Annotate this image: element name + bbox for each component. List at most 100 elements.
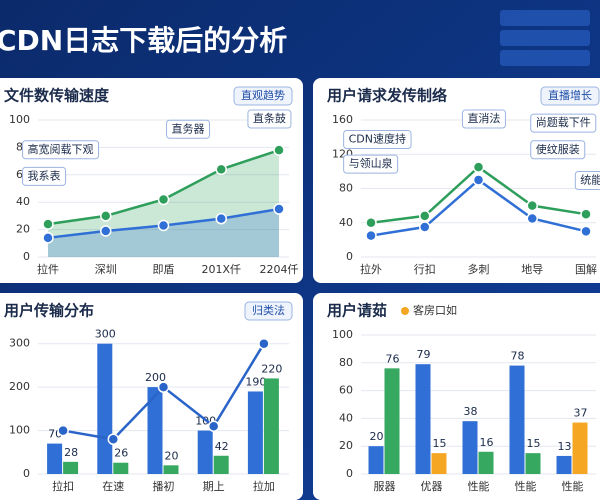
x-tick-label: 拉外 bbox=[360, 262, 382, 276]
badge-text: 直观趋势 bbox=[241, 88, 285, 102]
point bbox=[526, 199, 538, 212]
x-tick-label: 国解 bbox=[575, 262, 597, 276]
badge bbox=[244, 301, 293, 321]
point bbox=[365, 217, 377, 229]
x-tick-label: 地导 bbox=[521, 263, 543, 276]
x-tick-label: 行扣 bbox=[414, 262, 436, 276]
x-tick-label: 2204仟 bbox=[260, 263, 299, 276]
annotation: 直务器 bbox=[172, 121, 205, 135]
annotation-box bbox=[574, 171, 600, 190]
value-label: 15 bbox=[527, 437, 541, 450]
annotation: 尚题载下件 bbox=[536, 115, 591, 129]
x-tick-label: 期上 bbox=[203, 480, 225, 493]
x-tick-label: 性能 bbox=[468, 479, 490, 493]
badge-text: 直播增长 bbox=[548, 88, 592, 102]
y-tick-label: 0 bbox=[23, 467, 30, 480]
point bbox=[215, 163, 227, 176]
point bbox=[57, 424, 69, 437]
value-label: 190 bbox=[245, 375, 266, 388]
point bbox=[100, 225, 112, 237]
server-icon bbox=[500, 10, 590, 66]
point bbox=[42, 232, 54, 244]
y-tick-label: 100 bbox=[9, 113, 30, 126]
point bbox=[157, 193, 170, 206]
annotation-box bbox=[461, 109, 506, 129]
bar bbox=[415, 364, 431, 474]
annotation: 高宽阅载下观 bbox=[28, 142, 94, 156]
point bbox=[100, 210, 112, 222]
value-label: 300 bbox=[95, 328, 116, 341]
x-tick-label: 播初 bbox=[153, 479, 175, 493]
annotation-box bbox=[22, 140, 100, 160]
y-tick-label: 300 bbox=[9, 337, 30, 350]
annotation-box bbox=[343, 154, 399, 174]
legend-label: 客房口如 bbox=[413, 303, 457, 317]
y-tick-label: 60 bbox=[339, 384, 353, 397]
point bbox=[419, 221, 431, 233]
chart-title: 用户传输分布 bbox=[4, 302, 94, 320]
point bbox=[419, 210, 431, 222]
x-tick-label: 优器 bbox=[421, 480, 443, 493]
bar bbox=[63, 461, 79, 474]
bar bbox=[368, 446, 384, 474]
value-label: 16 bbox=[480, 436, 494, 449]
value-label: 42 bbox=[215, 440, 229, 453]
bar bbox=[263, 378, 279, 474]
point bbox=[42, 218, 54, 230]
y-tick-label: 200 bbox=[9, 380, 30, 393]
value-label: 37 bbox=[574, 407, 588, 420]
point bbox=[580, 208, 592, 220]
point bbox=[365, 229, 377, 242]
x-tick-label: 多刺 bbox=[468, 262, 490, 276]
value-label: 76 bbox=[386, 352, 400, 365]
y-tick-label: 80 bbox=[339, 356, 353, 369]
chart-title: 用户请求发传制络 bbox=[327, 87, 447, 105]
point bbox=[107, 433, 120, 445]
badge bbox=[233, 86, 293, 106]
x-tick-label: 性能 bbox=[515, 479, 537, 493]
value-label: 26 bbox=[114, 447, 128, 460]
annotation-box bbox=[166, 119, 211, 139]
bar bbox=[113, 462, 129, 474]
value-label: 79 bbox=[417, 348, 431, 361]
bar bbox=[47, 443, 63, 474]
x-tick-label: 服器 bbox=[374, 480, 396, 493]
point bbox=[157, 381, 170, 393]
y-tick-label: 40 bbox=[16, 195, 30, 208]
y-tick-label: 20 bbox=[16, 223, 30, 236]
y-tick-label: 100 bbox=[9, 424, 30, 437]
y-tick-label: 40 bbox=[339, 216, 353, 229]
x-tick-label: 即盾 bbox=[153, 263, 175, 276]
annotation: 直条鼓 bbox=[253, 111, 286, 125]
legend-swatch bbox=[401, 307, 409, 315]
chart-title: 文件数传输速度 bbox=[4, 87, 110, 105]
bar bbox=[197, 430, 213, 474]
bar bbox=[247, 391, 263, 474]
y-tick-label: 100 bbox=[332, 328, 353, 341]
point bbox=[580, 225, 592, 238]
y-tick-label: 80 bbox=[339, 182, 353, 195]
bar bbox=[572, 422, 588, 474]
point bbox=[215, 212, 227, 225]
annotation-box bbox=[22, 166, 67, 186]
annotation: 我系表 bbox=[28, 168, 61, 182]
bar bbox=[97, 343, 113, 474]
point bbox=[472, 174, 485, 186]
badge bbox=[540, 86, 600, 106]
point bbox=[526, 212, 538, 225]
point bbox=[273, 203, 285, 215]
x-tick-label: 性能 bbox=[562, 479, 584, 493]
value-label: 15 bbox=[433, 437, 447, 450]
value-label: 220 bbox=[261, 362, 282, 375]
bar bbox=[556, 455, 572, 474]
y-tick-label: 0 bbox=[346, 467, 353, 480]
x-tick-label: 深圳 bbox=[95, 263, 117, 276]
point bbox=[472, 161, 485, 173]
bar bbox=[462, 421, 478, 474]
annotation: 与领山泉 bbox=[349, 156, 393, 170]
bar bbox=[525, 453, 541, 474]
annotation: 使纹服装 bbox=[536, 142, 580, 156]
x-tick-label: 拉件 bbox=[37, 262, 59, 276]
